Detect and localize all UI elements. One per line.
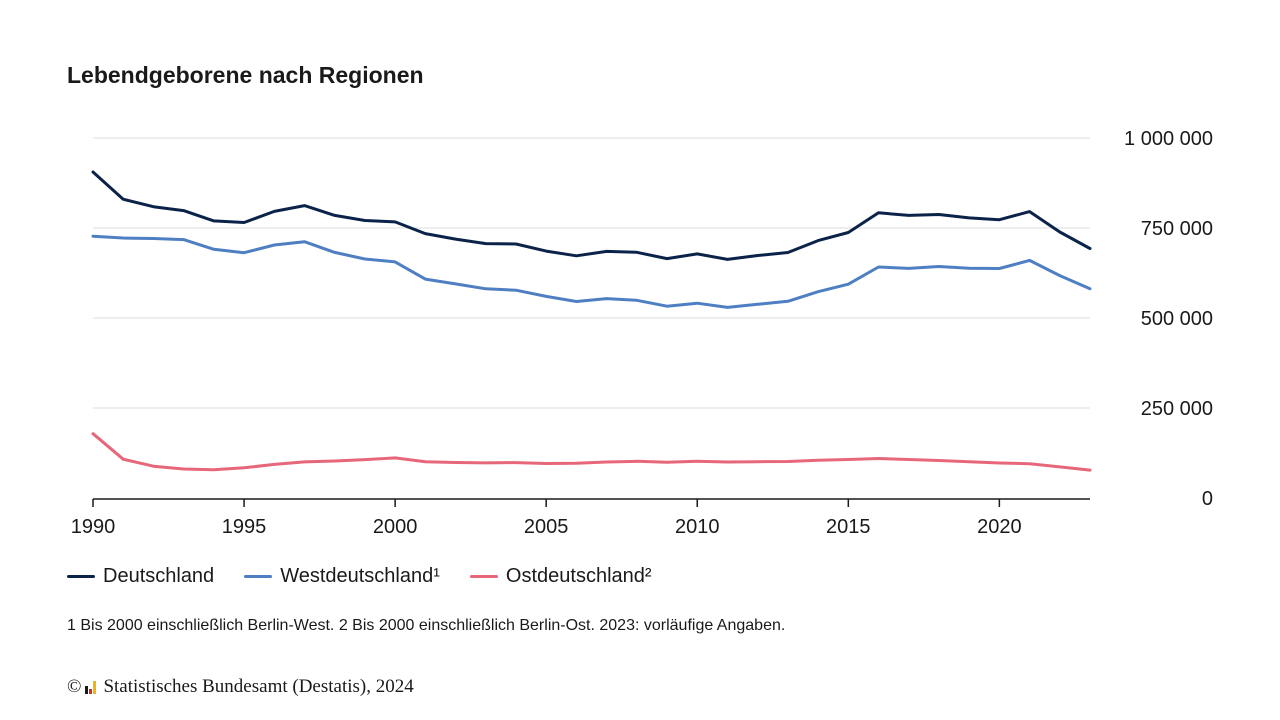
legend-item-ostdeutschland[interactable]: Ostdeutschland² — [469, 565, 652, 588]
destatis-logo-icon — [85, 680, 97, 694]
legend-label-deutschland: Deutschland — [103, 565, 215, 587]
credit-text[interactable]: Statistisches Bundesamt (Destatis), 2024 — [103, 676, 414, 697]
x-tick-label: 2015 — [826, 516, 871, 538]
x-tick-label: 2010 — [675, 516, 720, 538]
x-tick-label: 2020 — [977, 516, 1022, 538]
legend-item-deutschland[interactable]: Deutschland — [67, 565, 214, 588]
credit-line: © Statistisches Bundesamt (Destatis), 20… — [67, 676, 414, 698]
chart-title: Lebendgeborene nach Regionen — [67, 62, 424, 88]
series-line-deutschland — [91, 170, 1092, 261]
line-chart: 0 250 000 500 000 750 000 1 000 000 1990 1995 2… — [71, 128, 1213, 538]
x-tick-label: 1995 — [222, 516, 267, 538]
logo-bar — [85, 686, 89, 694]
series-line-westdeutschland — [91, 234, 1092, 309]
y-tick-label: 750 000 — [1141, 218, 1213, 240]
y-tick-label: 500 000 — [1141, 308, 1213, 330]
x-tick-label: 2005 — [524, 516, 569, 538]
legend-label-westdeutschland: Westdeutschland¹ — [280, 565, 440, 587]
legend-swatch-deutschland — [67, 575, 95, 578]
x-tick-label: 1990 — [71, 516, 116, 538]
y-tick-label: 250 000 — [1141, 398, 1213, 420]
legend-swatch-ostdeutschland — [469, 575, 498, 578]
series-line-ostdeutschland — [91, 432, 1092, 472]
legend-swatch-westdeutschland — [244, 575, 273, 578]
footnote: 1 Bis 2000 einschließlich Berlin-West. 2… — [67, 617, 786, 634]
legend: Deutschland Westdeutschland¹ Ostdeutschl… — [67, 565, 682, 588]
legend-item-westdeutschland[interactable]: Westdeutschland¹ — [244, 565, 440, 588]
copyright-symbol: © — [67, 676, 82, 697]
x-tick-label: 2000 — [373, 516, 418, 538]
y-tick-label: 0 — [1202, 488, 1213, 510]
legend-label-ostdeutschland: Ostdeutschland² — [505, 565, 652, 587]
logo-bar — [93, 681, 97, 694]
y-tick-label: 1 000 000 — [1124, 128, 1213, 150]
logo-bar — [89, 689, 93, 694]
